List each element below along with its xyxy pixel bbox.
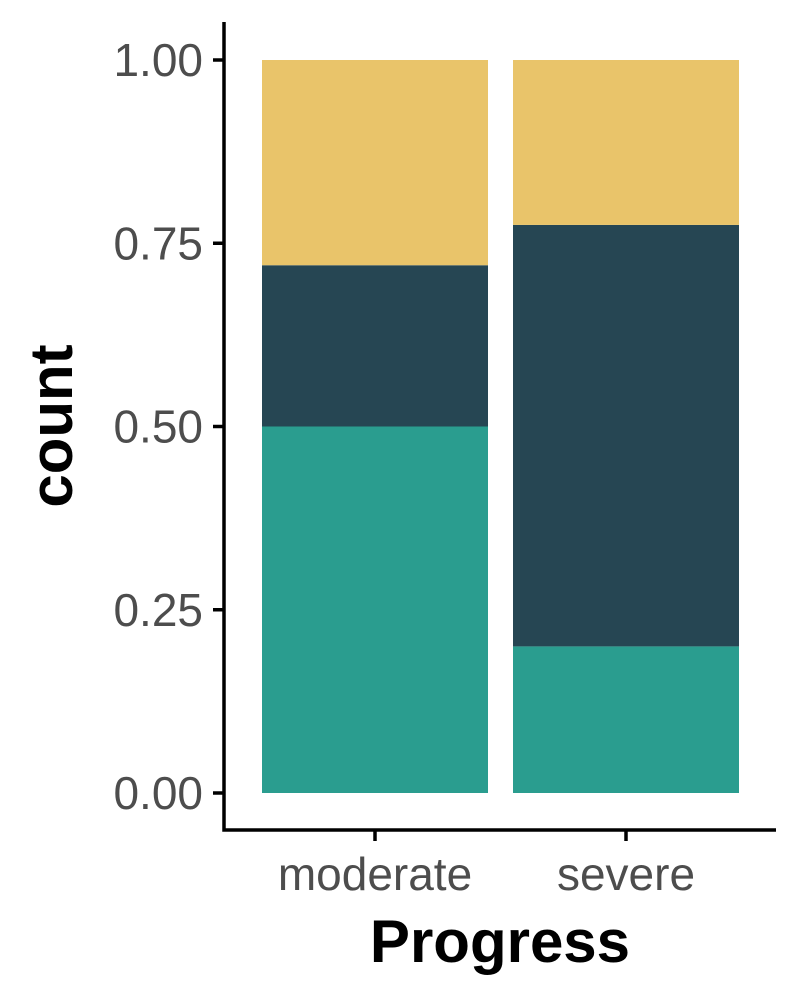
y-tick-label: 0.00: [113, 767, 203, 819]
bar-segment-severe-1: [513, 224, 739, 647]
x-tick-label-severe: severe: [557, 848, 695, 900]
y-axis-ticks: 0.00 0.25 0.50 0.75 1.00: [113, 34, 224, 819]
x-tick-label-moderate: moderate: [278, 848, 472, 900]
x-axis-title: Progress: [370, 908, 630, 975]
y-tick-label: 0.75: [113, 217, 203, 269]
bar-segment-moderate-0: [262, 60, 488, 266]
bar-segment-moderate-2: [262, 426, 488, 793]
bar-segment-moderate-1: [262, 265, 488, 427]
x-axis-ticks: moderate severe: [278, 830, 695, 900]
plot-area: [262, 60, 739, 793]
y-tick-label: 1.00: [113, 34, 203, 86]
y-tick-label: 0.25: [113, 584, 203, 636]
y-tick-label: 0.50: [113, 401, 203, 453]
axis-lines: [222, 22, 776, 832]
bar-segment-severe-0: [513, 60, 739, 225]
bar-segment-severe-2: [513, 646, 739, 793]
y-axis-title: count: [18, 344, 85, 507]
